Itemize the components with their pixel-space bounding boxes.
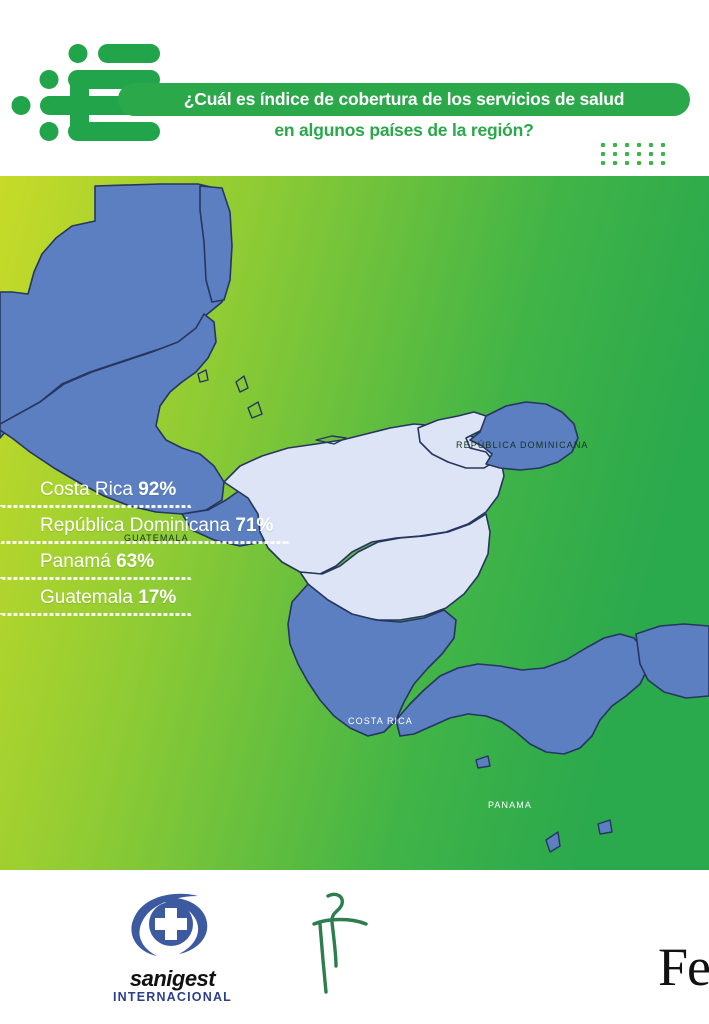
fedefarma-logo: Fedefarma: [310, 888, 709, 1000]
title-pill-background: [118, 83, 690, 116]
stat-label-panama: Panamá 63%: [40, 551, 154, 573]
page-title-line-2: en algunos países de la región?: [274, 119, 534, 140]
central-america-map: GUATEMALA REPÚBLICA DOMINICANA COSTA RIC…: [0, 176, 709, 870]
island-shape-caribbean-1: [235, 375, 249, 393]
island-shape-caribbean-2: [247, 401, 263, 419]
stat-row-republica-dominicana: República Dominicana 71%: [0, 508, 300, 544]
stat-row-panama: Panamá 63%: [0, 544, 300, 580]
sanigest-subtitle: INTERNACIONAL: [112, 990, 233, 1004]
stat-country-costa-rica: Costa Rica: [40, 479, 133, 500]
coverage-stats-list: Costa Rica 92% República Dominicana 71% …: [0, 472, 300, 616]
map-label-republica-dominicana: REPÚBLICA DOMINICANA: [456, 440, 589, 450]
island-shape-pacific-coiba: [545, 831, 561, 853]
page-title-line-1: ¿Cuál es índice de cobertura de los serv…: [183, 89, 625, 109]
dot-grid-decoration-icon: [601, 143, 673, 170]
country-shape-colombia-edge: [635, 623, 709, 699]
stat-value-costa-rica: 92%: [138, 479, 177, 500]
stat-label-republica-dominicana: República Dominicana 71%: [40, 515, 273, 537]
stat-divider-1: [0, 505, 192, 508]
fedefarma-dots-mark-icon: [11, 44, 160, 141]
map-label-costa-rica: COSTA RICA: [348, 716, 413, 726]
fedefarma-mortar-pestle-logo-icon: [312, 892, 368, 994]
stat-divider-4: [0, 613, 192, 616]
sanigest-logo: sanigest INTERNACIONAL: [105, 890, 240, 1005]
stat-country-republica-dominicana: República Dominicana: [40, 515, 231, 536]
island-shape-roatan: [315, 435, 347, 445]
stat-label-guatemala: Guatemala 17%: [40, 587, 176, 609]
fedefarma-wordmark: Fedefarma: [658, 937, 709, 997]
country-shape-belize: [199, 185, 233, 303]
map-label-guatemala: GUATEMALA: [124, 533, 189, 543]
country-shape-guatemala: [0, 313, 225, 515]
stat-row-costa-rica: Costa Rica 92%: [0, 472, 300, 508]
stat-value-panama: 63%: [116, 551, 155, 572]
stat-divider-3: [0, 577, 192, 580]
country-shape-dominican-republic: [469, 401, 579, 471]
stat-label-costa-rica: Costa Rica 92%: [40, 479, 176, 501]
map-panel: GUATEMALA REPÚBLICA DOMINICANA COSTA RIC…: [0, 176, 709, 870]
country-shape-haiti: [417, 411, 495, 469]
sanigest-wordmark: sanigest: [129, 966, 216, 991]
stat-value-republica-dominicana: 71%: [235, 515, 274, 536]
stat-country-guatemala: Guatemala: [40, 587, 133, 608]
island-shape-pacific-small: [475, 755, 491, 769]
page-header: ¿Cuál es índice de cobertura de los serv…: [0, 0, 709, 176]
stat-value-guatemala: 17%: [138, 587, 177, 608]
country-shape-costa-rica: [287, 583, 457, 737]
page-footer: sanigest INTERNACIONAL Fedefarma: [0, 870, 709, 1024]
stat-row-guatemala: Guatemala 17%: [0, 580, 300, 616]
stat-country-panama: Panamá: [40, 551, 111, 572]
country-shape-panama: [395, 633, 649, 755]
island-shape-pearl: [597, 819, 613, 835]
island-shape-caribbean-3: [197, 369, 209, 383]
stat-divider-2: [0, 541, 290, 544]
sanigest-swoosh-cross-logo-icon: [131, 893, 208, 956]
map-label-panama: PANAMA: [488, 800, 532, 810]
